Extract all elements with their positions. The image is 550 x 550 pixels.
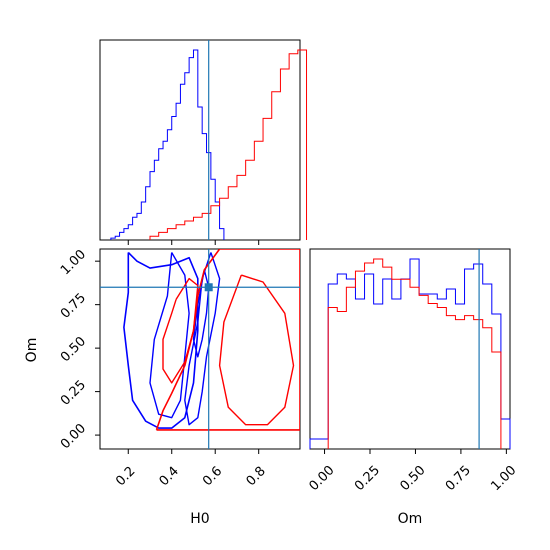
h0-histogram-frame — [99, 39, 301, 241]
contour-red-outer — [155, 249, 300, 431]
h0-histogram — [110, 40, 308, 240]
joint-ytick-label-4: 1.00 — [58, 247, 89, 278]
om-xtick-label-2: 0.50 — [397, 463, 428, 494]
axis-ticks: 0.2 0.4 0.6 0.8 0.00 0.25 0.50 0.75 1.00 0.00 0.25… — [58, 240, 519, 494]
om-xtick-label-3: 0.75 — [443, 463, 474, 494]
contour-red-middle — [162, 277, 199, 384]
joint-contours — [100, 249, 300, 449]
h0-hist-series-1 — [149, 49, 308, 240]
om-histogram-frame — [309, 248, 511, 450]
joint-ytick-label-2: 0.50 — [58, 334, 89, 365]
contour-blue-middle — [149, 252, 190, 419]
om-xtick-label-1: 0.25 — [352, 463, 383, 494]
joint-xtick-label-0: 0.2 — [113, 464, 138, 489]
om-hist-series-1 — [327, 258, 502, 449]
y-axis-label-om: Om — [24, 338, 40, 363]
om-xtick-label-4: 1.00 — [488, 463, 519, 494]
joint-xtick-label-2: 0.6 — [200, 464, 225, 489]
h0-hist-series-0 — [110, 49, 225, 240]
truth-marker — [204, 283, 213, 292]
joint-xtick-label-3: 0.8 — [244, 464, 269, 489]
om-hist-series-0 — [309, 258, 511, 449]
om-histogram — [309, 249, 511, 449]
contour-blue-inner — [184, 252, 221, 426]
contour-red-inner — [218, 274, 295, 426]
joint-ytick-label-1: 0.25 — [58, 378, 89, 409]
joint-ytick-label-0: 0.00 — [58, 421, 89, 452]
x-axis-label-om: Om — [398, 511, 423, 527]
om-xtick-label-0: 0.00 — [307, 463, 338, 494]
joint-ytick-label-3: 0.75 — [58, 291, 89, 322]
contour-blue-outer — [123, 251, 199, 429]
x-axis-label-h0: H0 — [190, 511, 209, 527]
joint-xtick-label-1: 0.4 — [157, 464, 182, 489]
contour-group — [123, 249, 300, 431]
